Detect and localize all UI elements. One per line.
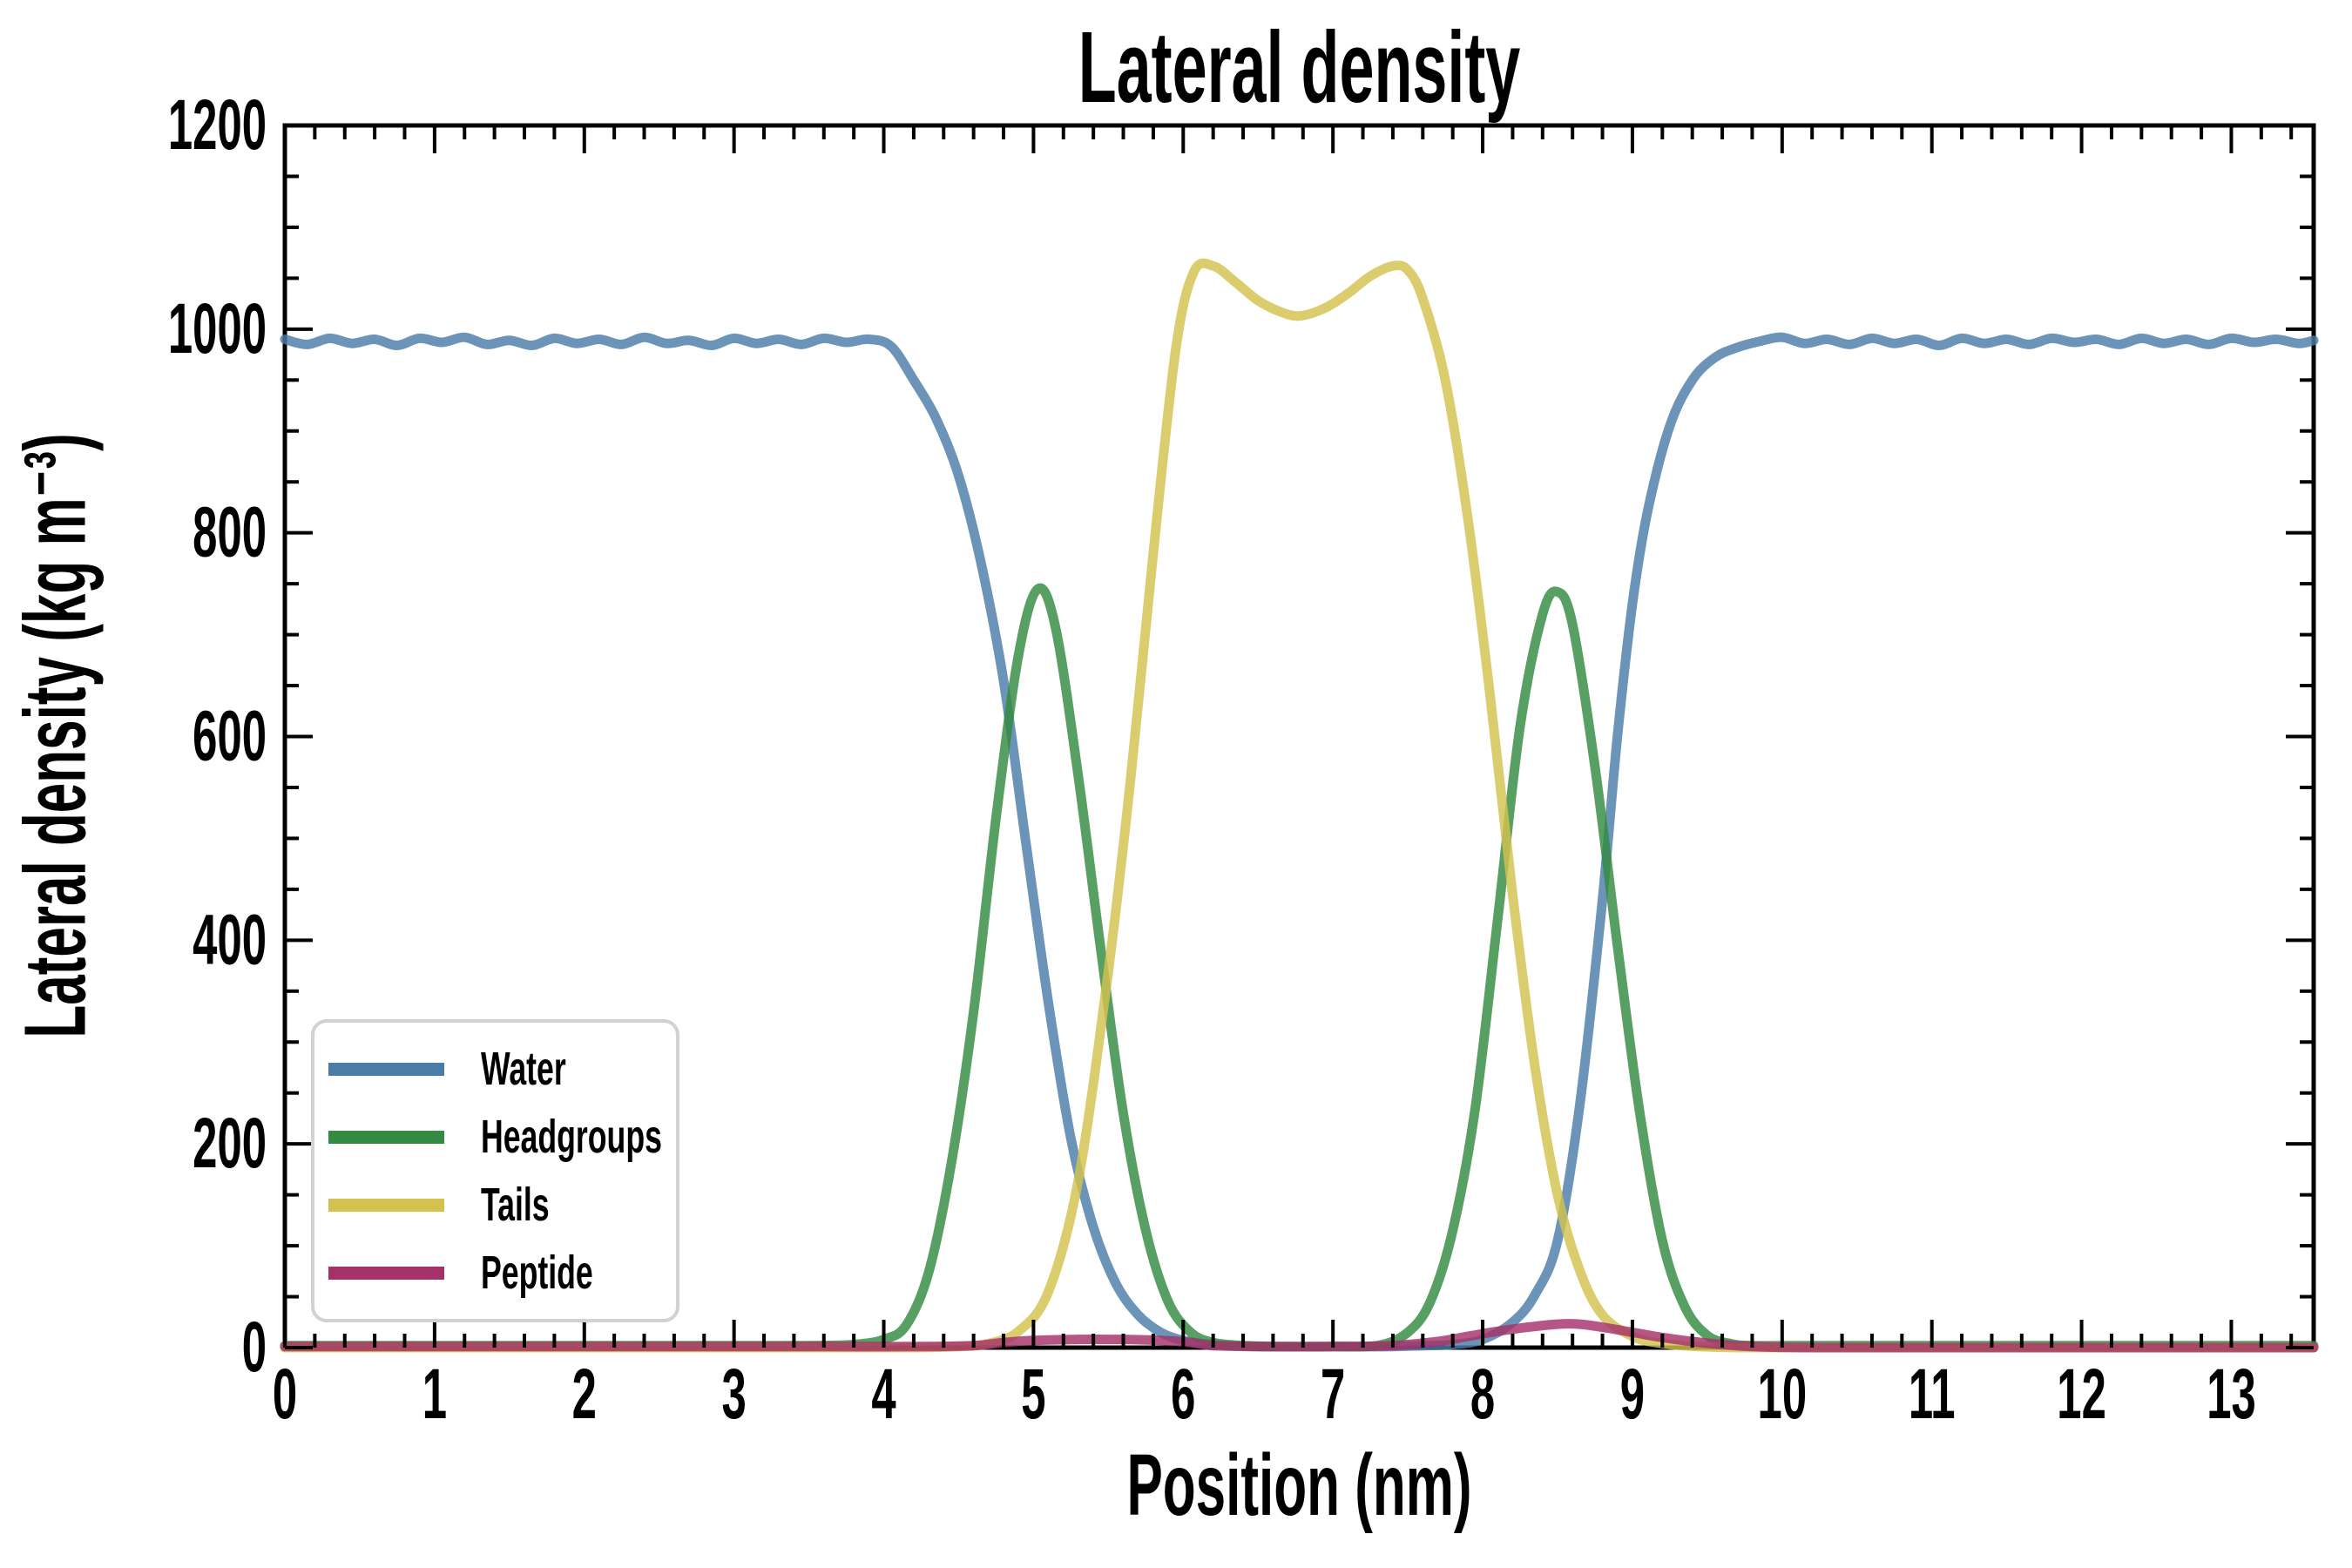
x-tick-label: 7 (1321, 1355, 1345, 1434)
x-tick-label: 3 (722, 1355, 747, 1434)
legend-swatch-tails (328, 1198, 444, 1212)
x-tick-label: 2 (572, 1355, 597, 1434)
y-tick-label: 600 (193, 696, 267, 775)
legend-swatch-headgroups (328, 1130, 444, 1144)
x-tick-label: 1 (422, 1355, 447, 1434)
x-tick-label: 0 (273, 1355, 297, 1434)
legend-item-headgroups: Headgroups (328, 1111, 676, 1163)
x-tick-label: 8 (1470, 1355, 1495, 1434)
legend: Water Headgroups Tails Peptide (311, 1019, 679, 1322)
legend-swatch-peptide (328, 1266, 444, 1280)
y-axis-label: Lateral density (kg m⁻³) (6, 433, 105, 1038)
x-tick-label: 4 (871, 1355, 896, 1434)
y-tick-label: 800 (193, 492, 267, 571)
x-tick-label: 9 (1620, 1355, 1645, 1434)
legend-item-water: Water (328, 1043, 676, 1095)
legend-label: Tails (481, 1179, 550, 1231)
legend-swatch-water (328, 1062, 444, 1076)
legend-item-tails: Tails (328, 1179, 676, 1231)
x-tick-label: 11 (1909, 1355, 1956, 1434)
x-tick-label: 12 (2057, 1355, 2106, 1434)
axis-ticks (283, 124, 2314, 1349)
y-tick-label: 1200 (168, 85, 267, 165)
x-axis-label: Position (nm) (1126, 1436, 1472, 1534)
legend-label: Headgroups (481, 1111, 662, 1163)
y-tick-label: 0 (242, 1308, 267, 1387)
x-tick-label: 6 (1171, 1355, 1195, 1434)
chart-title: Lateral density (1078, 10, 1521, 124)
legend-label: Water (481, 1043, 566, 1095)
series-line-peptide (280, 1319, 2319, 1353)
y-tick-label: 400 (193, 900, 267, 979)
y-tick-label: 1000 (168, 289, 267, 368)
x-tick-label: 5 (1021, 1355, 1045, 1434)
legend-item-peptide: Peptide (328, 1247, 676, 1299)
x-tick-label: 13 (2207, 1355, 2256, 1434)
legend-label: Peptide (481, 1247, 593, 1299)
x-tick-label: 10 (1758, 1355, 1808, 1434)
y-tick-label: 200 (193, 1104, 267, 1183)
